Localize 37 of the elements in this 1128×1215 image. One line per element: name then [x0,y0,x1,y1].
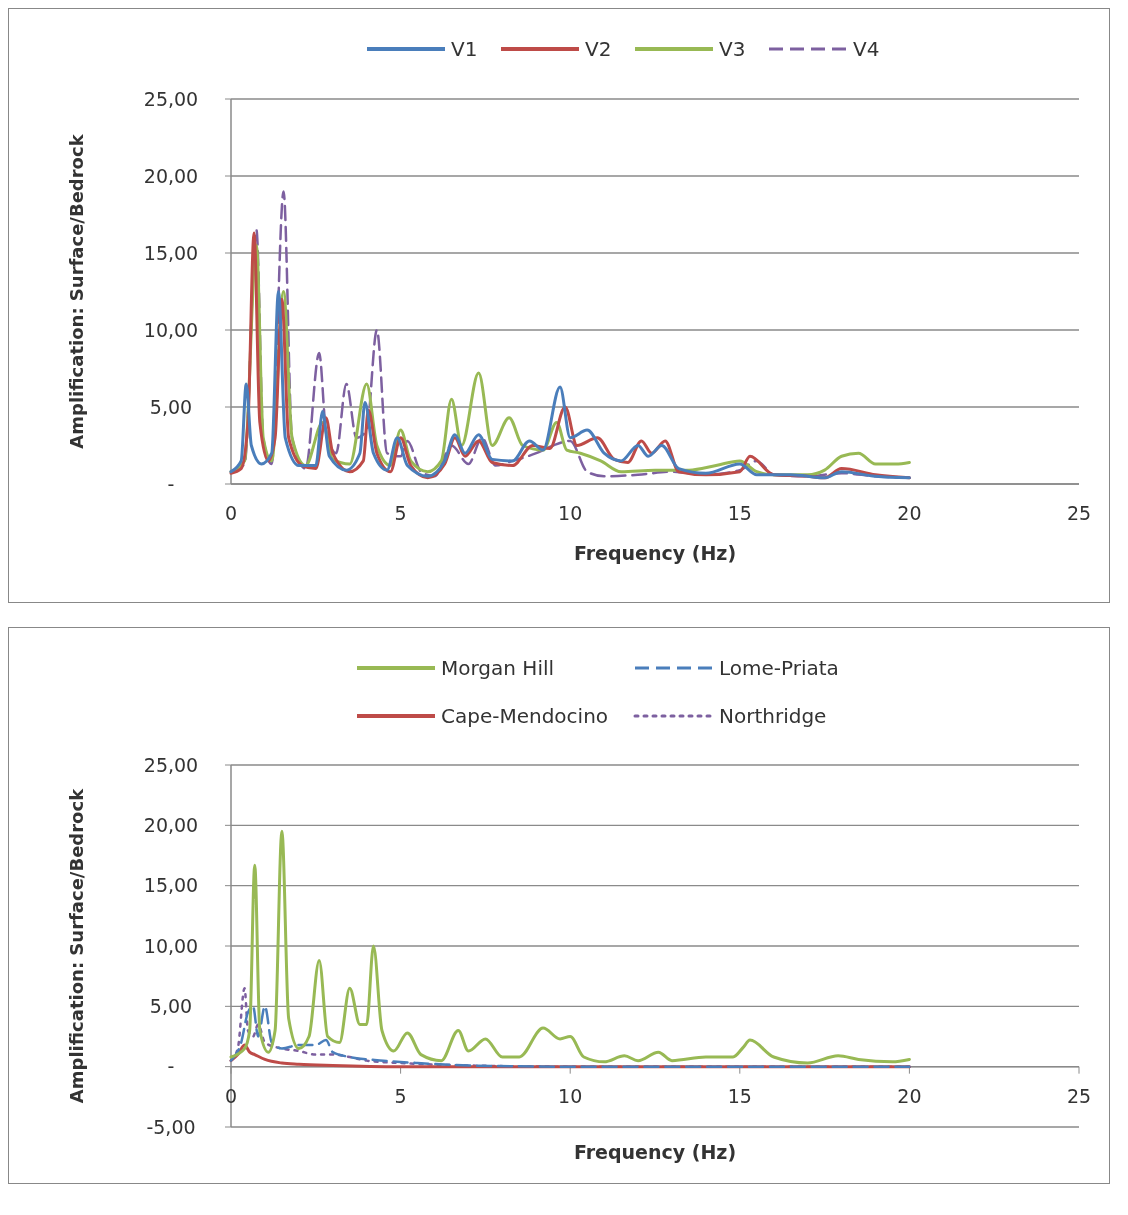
x-tick-label: 25 [1066,1084,1092,1107]
x-tick-label: 15 [727,1084,752,1107]
legend-label: V4 [853,37,880,61]
x-tick-label: 25 [1066,502,1092,524]
x-tick-label: 20 [897,502,922,524]
x-tick-label: 0 [224,502,238,524]
y-tick-label: -5,00 [146,1115,196,1138]
y-tick-label: 20,00 [143,164,199,187]
x-tick-label: 5 [394,502,407,524]
x-tick-label: 0 [224,1084,238,1107]
legend-label: Cape-Mendocino [441,704,609,728]
x-tick-label: 10 [558,502,583,524]
y-tick-label: 15,00 [143,874,199,897]
x-axis-title: Frequency (Hz) [573,1141,737,1163]
x-tick-label: 5 [394,1084,407,1107]
y-axis-title: Amplification: Surface/Bedrock [66,787,87,1104]
legend-label: V1 [451,37,478,61]
x-axis-title: Frequency (Hz) [573,542,737,564]
y-tick-label: 10,00 [143,934,199,957]
y-tick-label: 25,00 [143,87,199,110]
y-tick-label: 5,00 [149,395,193,418]
y-tick-label: - [167,1055,175,1078]
y-tick-label: - [167,472,175,495]
legend-label: V3 [719,37,746,61]
y-tick-label: 5,00 [149,994,193,1017]
legend-label: Morgan Hill [441,656,555,680]
y-tick-label: 25,00 [143,753,199,776]
y-tick-label: 10,00 [143,318,199,341]
y-axis-title: Amplification: Surface/Bedrock [66,133,87,449]
x-tick-label: 10 [558,1084,583,1107]
y-tick-label: 15,00 [143,241,199,264]
x-tick-label: 15 [727,502,752,524]
legend-label: Lome-Priata [719,656,839,680]
legend-label: V2 [585,37,612,61]
y-tick-label: 20,00 [143,813,199,836]
legend-label: Northridge [719,704,827,728]
x-tick-label: 20 [897,1084,922,1107]
